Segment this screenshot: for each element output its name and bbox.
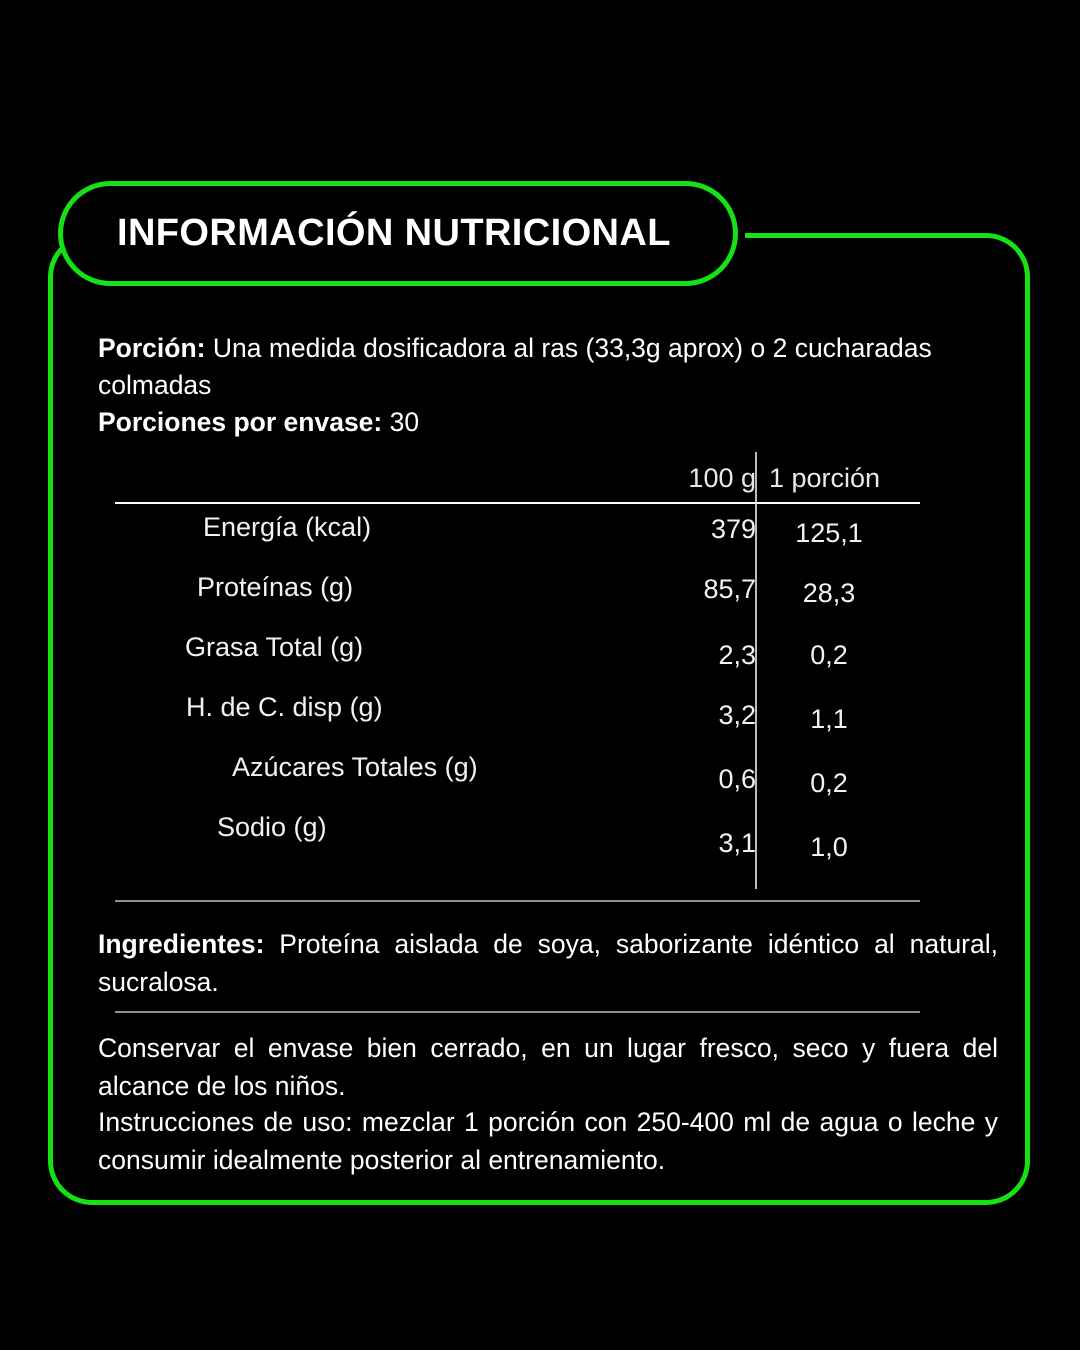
title-pill: INFORMACIÓN NUTRICIONAL bbox=[58, 181, 738, 286]
table-header-row: 100 g 1 porción bbox=[53, 444, 1035, 504]
storage-instructions: Conservar el envase bien cerrado, en un … bbox=[98, 1033, 998, 1101]
divider-below-ingredients bbox=[115, 1011, 920, 1013]
table-row: Energía (kcal) 379 125,1 bbox=[53, 498, 1035, 558]
ingredients-label: Ingredientes: bbox=[98, 929, 265, 959]
ingredients-value: Proteína aislada de soya, saborizante id… bbox=[98, 929, 998, 997]
nutrient-name: Grasa Total (g) bbox=[185, 632, 364, 662]
nutrient-value-per-100g: 379 bbox=[710, 514, 756, 544]
table-row: Azúcares Totales (g) 0,6 0,2 bbox=[53, 738, 1035, 798]
portion-line: Porción: Una medida dosificadora al ras … bbox=[98, 330, 998, 404]
nutrient-value-per-100g: 0,6 bbox=[718, 764, 756, 794]
nutrient-value-per-portion: 1,1 bbox=[810, 704, 848, 734]
ingredients-section: Ingredientes: Proteína aislada de soya, … bbox=[98, 926, 998, 1001]
nutrient-value-per-portion: 0,2 bbox=[810, 768, 848, 798]
serving-info: Porción: Una medida dosificadora al ras … bbox=[98, 330, 998, 441]
card-content: Porción: Una medida dosificadora al ras … bbox=[53, 238, 1035, 1210]
servings-per-container-label: Porciones por envase: bbox=[98, 407, 383, 438]
nutrient-value-per-100g: 85,7 bbox=[703, 574, 756, 604]
nutrient-value-per-portion: 0,2 bbox=[810, 640, 848, 670]
table-row: Sodio (g) 3,1 1,0 bbox=[53, 798, 1035, 862]
servings-per-container-line: Porciones por envase: 30 bbox=[98, 404, 998, 441]
nutrition-label-card: Porción: Una medida dosificadora al ras … bbox=[48, 233, 1030, 1205]
column-divider bbox=[755, 452, 757, 889]
table-row: H. de C. disp (g) 3,2 1,1 bbox=[53, 678, 1035, 738]
nutrition-facts-table: 100 g 1 porción Energía (kcal) 379 125,1… bbox=[53, 444, 1035, 889]
nutrient-name: Azúcares Totales (g) bbox=[232, 752, 478, 782]
nutrient-value-per-100g: 2,3 bbox=[718, 640, 756, 670]
table-row: Proteínas (g) 85,7 28,3 bbox=[53, 558, 1035, 618]
divider-above-ingredients bbox=[115, 900, 920, 902]
nutrient-value-per-portion: 1,0 bbox=[810, 832, 848, 862]
nutrient-name: Energía (kcal) bbox=[203, 512, 372, 542]
table-row: Grasa Total (g) 2,3 0,2 bbox=[53, 618, 1035, 678]
portion-label: Porción: bbox=[98, 333, 206, 363]
usage-instructions: Instrucciones de uso: mezclar 1 porción … bbox=[98, 1107, 998, 1175]
nutrient-value-per-100g: 3,1 bbox=[718, 828, 756, 858]
nutrient-name: Sodio (g) bbox=[217, 812, 327, 842]
nutrient-value-per-portion: 125,1 bbox=[795, 518, 863, 548]
nutrient-value-per-portion: 28,3 bbox=[802, 578, 856, 608]
column-header-per-portion: 1 porción bbox=[769, 463, 881, 493]
column-header-per-100g: 100 g bbox=[688, 463, 756, 493]
nutrient-name: Proteínas (g) bbox=[197, 572, 354, 602]
nutrient-value-per-100g: 3,2 bbox=[718, 700, 756, 730]
page-title: INFORMACIÓN NUTRICIONAL bbox=[117, 212, 671, 254]
servings-per-container-value: 30 bbox=[382, 407, 420, 438]
portion-value: Una medida dosificadora al ras (33,3g ap… bbox=[98, 333, 932, 401]
table-header-rule bbox=[115, 502, 920, 504]
nutrient-name: H. de C. disp (g) bbox=[186, 692, 383, 722]
